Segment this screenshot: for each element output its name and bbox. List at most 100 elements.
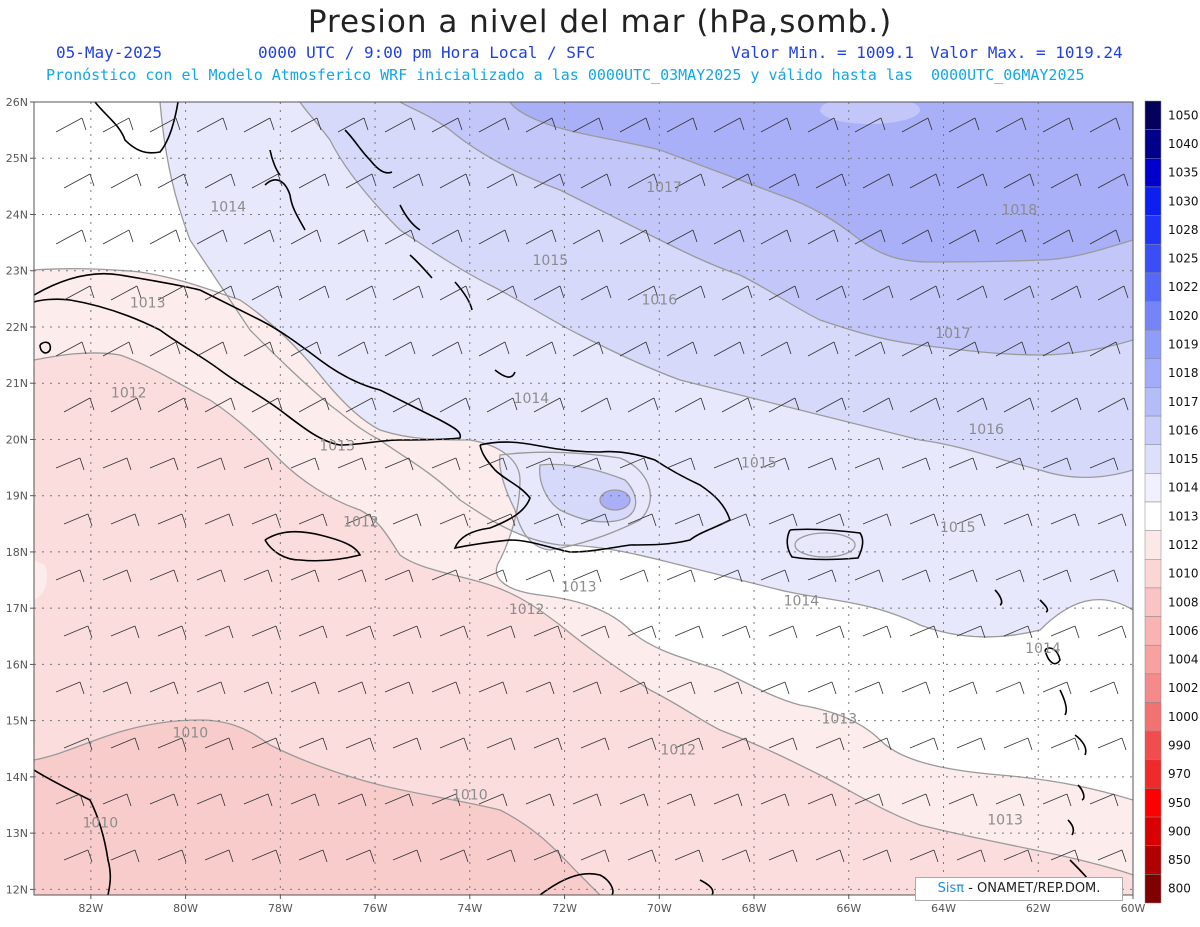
wind-barb	[439, 849, 469, 863]
wind-barb	[110, 397, 142, 413]
wind-barb	[204, 849, 234, 863]
wind-barb	[63, 849, 93, 863]
wind-barb	[533, 173, 565, 189]
lon-tick-label: 64W	[931, 902, 956, 915]
contour-label: 1015	[533, 253, 569, 269]
wind-barb	[807, 681, 837, 695]
contour-label: 1015	[940, 520, 976, 536]
wind-barb	[204, 173, 236, 189]
map-title: Presion a nivel del mar (hPa,somb.)	[307, 4, 893, 40]
wind-barb	[1003, 625, 1033, 639]
colorbar-swatch	[1144, 129, 1162, 159]
wind-barb	[713, 793, 743, 807]
wind-barb	[1042, 117, 1074, 133]
date-label: 05-May-2025	[56, 43, 162, 62]
wind-barb	[674, 173, 706, 189]
wind-barb	[243, 681, 273, 695]
wind-barb	[251, 173, 283, 189]
wind-barb	[290, 457, 320, 471]
wind-barb	[995, 793, 1025, 807]
wind-barb	[807, 457, 837, 471]
wind-barb	[251, 625, 281, 639]
wind-barb	[760, 681, 790, 695]
wind-barb	[298, 397, 330, 413]
wind-barb	[854, 457, 884, 471]
wind-barb	[901, 793, 931, 807]
wind-barb	[431, 569, 461, 583]
wind-barb	[627, 173, 659, 189]
wind-barb	[956, 397, 988, 413]
colorbar-label: 1050	[1168, 108, 1199, 122]
latitude-axis: 26N 25N 24N 23N 22N 21N 20N 19N 18N 17N 16N 15N 14N 1…	[6, 96, 34, 896]
wind-barb	[55, 341, 87, 357]
wind-barb	[572, 117, 604, 133]
wind-barb	[55, 681, 85, 695]
wind-barb	[486, 625, 516, 639]
wind-barb	[110, 625, 140, 639]
contour-label: 1012	[660, 742, 696, 758]
wind-barb	[768, 625, 798, 639]
wind-barb	[149, 681, 179, 695]
colorbar-label: 1016	[1168, 423, 1199, 437]
wind-barb	[768, 849, 798, 863]
wind-barb	[251, 285, 283, 301]
wind-barb	[1097, 513, 1127, 527]
wind-barb	[619, 569, 649, 583]
max-value: Valor Max. = 1019.24	[930, 43, 1123, 62]
wind-barb	[345, 849, 375, 863]
lon-tick-label: 82W	[78, 902, 103, 915]
colorbar-swatch	[1144, 473, 1162, 503]
colorbar-swatch	[1144, 530, 1162, 560]
colorbar-swatch	[1144, 559, 1162, 589]
wind-barb	[243, 793, 273, 807]
contour-label: 1012	[343, 515, 379, 531]
wind-barb	[580, 173, 612, 189]
wind-barb	[251, 513, 281, 527]
wind-barb	[1003, 513, 1033, 527]
wind-barb	[627, 513, 657, 527]
wind-barb	[580, 285, 612, 301]
wind-barb	[1050, 625, 1080, 639]
wind-barb	[478, 457, 508, 471]
contour-label: 1014	[210, 200, 246, 216]
wind-barb	[243, 117, 275, 133]
colorbar-swatch	[1144, 301, 1162, 331]
wind-barb	[713, 341, 745, 357]
wind-barb	[862, 285, 894, 301]
wind-barb	[337, 341, 369, 357]
contour-label: 1014	[514, 391, 550, 407]
contour-label: 1017	[935, 326, 971, 342]
wind-barb	[1089, 569, 1119, 583]
wind-barb	[392, 513, 422, 527]
contour-label: 1010	[452, 787, 488, 803]
colorbar-label: 1000	[1168, 710, 1199, 724]
contour-labels: 1014 1015 1016 1017 1018 1017 1016 1015 1015 1014…	[82, 180, 1060, 832]
wind-barb	[713, 117, 745, 133]
wind-barb	[674, 397, 706, 413]
wind-barb	[1003, 397, 1035, 413]
wind-barb	[110, 513, 140, 527]
colorbar-swatch	[1144, 587, 1162, 617]
wind-barb	[948, 341, 980, 357]
wind-barb	[337, 229, 369, 245]
colorbar-label: 1018	[1168, 366, 1199, 380]
wind-barb	[204, 397, 236, 413]
wind-barb	[251, 849, 281, 863]
wind-barb	[196, 117, 228, 133]
wind-barb	[854, 229, 886, 245]
wind-barb	[55, 569, 85, 583]
colorbar-swatch	[1144, 816, 1162, 846]
wind-barb	[1089, 341, 1121, 357]
wind-barb	[1050, 737, 1080, 751]
wind-barb	[345, 625, 375, 639]
colorbar-label: 1028	[1168, 223, 1199, 237]
lat-tick-label: 23N	[6, 265, 28, 278]
wind-barb	[149, 117, 181, 133]
wind-barb	[768, 513, 798, 527]
wind-barb	[157, 849, 187, 863]
contour-label: 1014	[784, 593, 820, 609]
wind-barb	[149, 457, 179, 471]
wind-barb	[1042, 457, 1072, 471]
wind-barb	[721, 625, 751, 639]
